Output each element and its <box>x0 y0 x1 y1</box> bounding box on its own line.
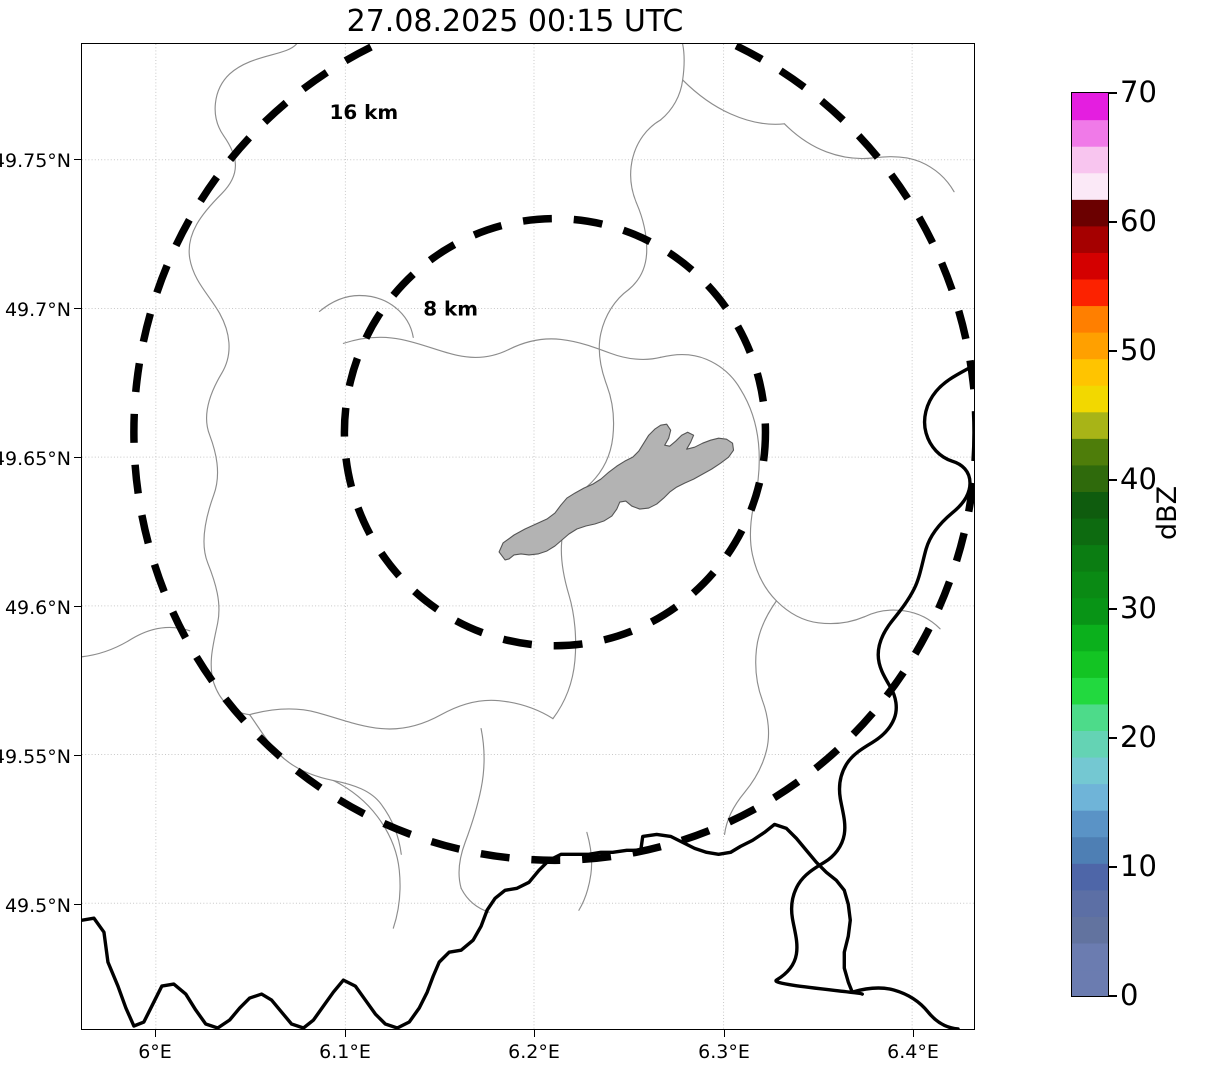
y-tick-label: 49.65°N <box>0 448 71 470</box>
colorbar-band <box>1072 916 1108 944</box>
colorbar-band <box>1072 677 1108 705</box>
y-tick-label: 49.7°N <box>4 299 71 321</box>
colorbar-band <box>1072 810 1108 838</box>
y-tick <box>74 159 81 161</box>
colorbar-band <box>1072 305 1108 333</box>
colorbar-tick <box>1109 866 1117 868</box>
colorbar-tick <box>1109 479 1117 481</box>
colorbar-band <box>1072 93 1108 121</box>
colorbar <box>1071 92 1109 997</box>
colorbar-band <box>1072 571 1108 599</box>
colorbar-band <box>1072 252 1108 280</box>
colorbar-band <box>1072 783 1108 811</box>
x-tick <box>724 1030 726 1037</box>
y-tick-label: 49.75°N <box>0 150 71 172</box>
colorbar-band <box>1072 756 1108 785</box>
y-tick <box>74 904 81 906</box>
x-tick-label: 6.4°E <box>887 1041 939 1063</box>
colorbar-band <box>1072 332 1108 360</box>
y-tick <box>74 606 81 608</box>
colorbar-band <box>1072 385 1108 413</box>
colorbar-band <box>1072 438 1108 466</box>
colorbar-band <box>1072 863 1108 891</box>
colorbar-band <box>1072 358 1108 386</box>
colorbar-tick-label: 40 <box>1120 462 1157 496</box>
y-tick <box>74 308 81 310</box>
colorbar-band <box>1072 491 1108 519</box>
range-rings <box>130 44 974 864</box>
colorbar-band <box>1072 703 1108 732</box>
range-ring-label-16km: 16 km <box>329 100 398 124</box>
colorbar-band <box>1072 544 1108 572</box>
colorbar-gradient <box>1072 93 1108 996</box>
x-tick-label: 6.1°E <box>319 1041 371 1063</box>
colorbar-band <box>1072 278 1108 307</box>
range-ring-label-8km: 8 km <box>423 296 478 320</box>
colorbar-tick-label: 10 <box>1120 849 1157 883</box>
colorbar-band <box>1072 225 1108 253</box>
colorbar-tick-label: 20 <box>1120 720 1157 754</box>
colorbar-tick-label: 70 <box>1120 75 1157 109</box>
colorbar-tick <box>1109 737 1117 739</box>
y-tick-label: 49.5°N <box>4 895 71 917</box>
colorbar-band <box>1072 411 1108 439</box>
x-tick-label: 6°E <box>138 1041 172 1063</box>
colorbar-band <box>1072 517 1108 546</box>
city-polygon <box>498 423 735 561</box>
x-tick-label: 6.3°E <box>698 1041 750 1063</box>
range-ring-16km <box>130 44 974 864</box>
x-tick <box>345 1030 347 1037</box>
y-tick-label: 49.55°N <box>0 746 71 768</box>
colorbar-band <box>1072 119 1108 147</box>
colorbar-band <box>1072 836 1108 864</box>
colorbar-band <box>1072 199 1108 227</box>
colorbar-band <box>1072 942 1108 971</box>
national-border <box>82 363 974 1029</box>
colorbar-tick <box>1109 608 1117 610</box>
colorbar-tick <box>1109 221 1117 223</box>
colorbar-band <box>1072 597 1108 625</box>
colorbar-band <box>1072 464 1108 492</box>
y-tick <box>74 457 81 459</box>
colorbar-tick <box>1109 350 1117 352</box>
colorbar-axis-label: dBZ <box>1152 485 1183 540</box>
colorbar-tick-label: 0 <box>1120 978 1139 1012</box>
colorbar-band <box>1072 889 1108 917</box>
x-tick <box>534 1030 536 1037</box>
page-title: 27.08.2025 00:15 UTC <box>346 4 684 39</box>
x-tick-label: 6.2°E <box>508 1041 560 1063</box>
colorbar-band <box>1072 969 1108 996</box>
radar-map-panel: 16 km 8 km <box>81 43 975 1030</box>
colorbar-tick <box>1109 995 1117 997</box>
colorbar-tick-label: 50 <box>1120 333 1157 367</box>
map-canvas: 16 km 8 km <box>82 44 974 1029</box>
colorbar-band <box>1072 650 1108 678</box>
y-tick <box>74 755 81 757</box>
colorbar-band <box>1072 146 1108 174</box>
colorbar-tick-label: 60 <box>1120 204 1157 238</box>
colorbar-band <box>1072 730 1108 758</box>
colorbar-tick-label: 30 <box>1120 591 1157 625</box>
x-tick <box>155 1030 157 1037</box>
x-tick <box>913 1030 915 1037</box>
y-tick-label: 49.6°N <box>4 597 71 619</box>
range-ring-8km <box>340 214 770 650</box>
colorbar-tick <box>1109 92 1117 94</box>
colorbar-band <box>1072 624 1108 652</box>
colorbar-band <box>1072 172 1108 200</box>
